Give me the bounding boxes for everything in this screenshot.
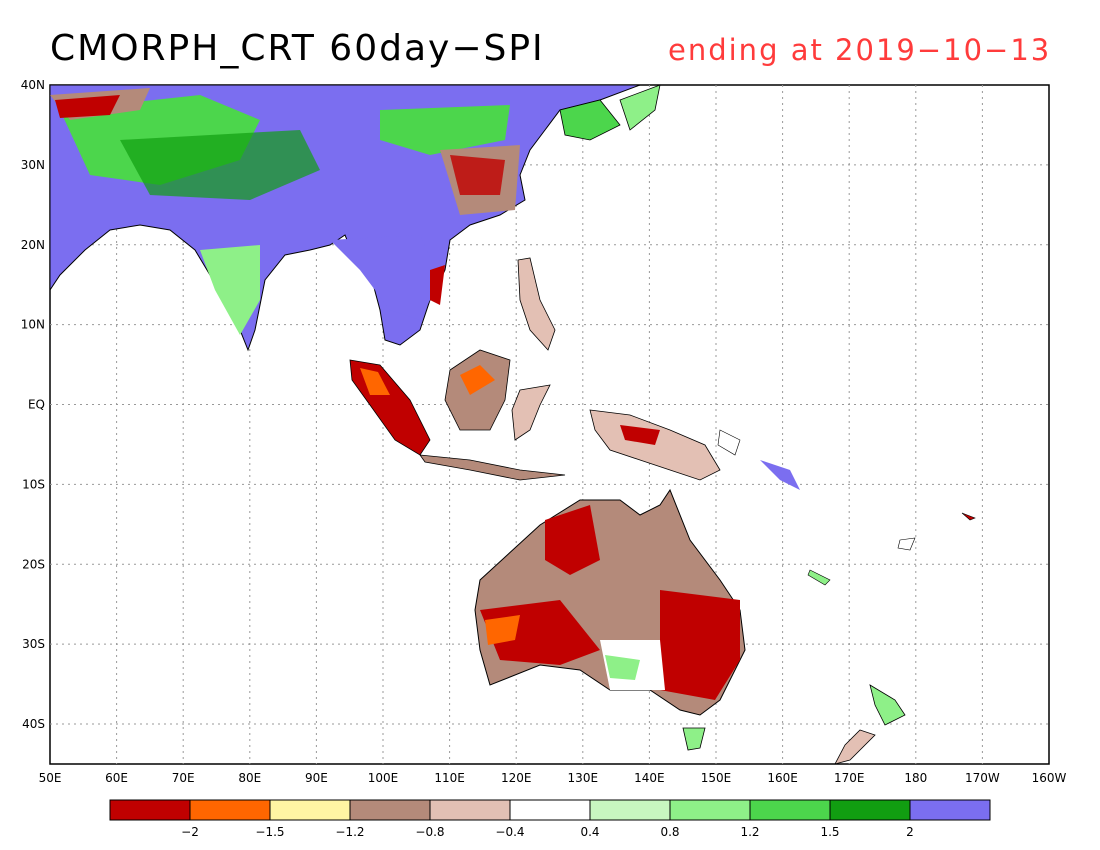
legend-swatch <box>189 799 271 821</box>
lon-tick-label: 110E <box>434 771 465 785</box>
lat-tick-label: 20S <box>22 557 45 571</box>
lon-tick-label: 150E <box>701 771 732 785</box>
legend-swatch <box>109 799 191 821</box>
landmass-asia <box>49 84 641 352</box>
legend-swatch <box>269 799 351 821</box>
map-date: ending at 2019−10−13 <box>668 33 1052 67</box>
legend-label: −0.8 <box>415 825 444 839</box>
legend-swatch <box>749 799 831 821</box>
landmass-new-zealand <box>834 684 906 765</box>
lon-tick-label: 50E <box>39 771 62 785</box>
landmass-sumatra <box>349 359 431 456</box>
lat-tick-label: 40S <box>22 717 45 731</box>
lon-tick-label: 120E <box>501 771 532 785</box>
legend-label: 0.8 <box>660 825 679 839</box>
legend-label: 2 <box>906 825 914 839</box>
lat-tick-label: 10S <box>22 477 45 491</box>
landmass-borneo <box>444 349 511 431</box>
map-title: CMORPH_CRT 60day−SPI <box>50 28 545 69</box>
legend-swatch <box>589 799 671 821</box>
lat-tick-label: EQ <box>28 398 45 412</box>
legend-label: −1.2 <box>335 825 364 839</box>
landmass-new-guinea <box>589 409 721 481</box>
legend: −2 −1.5 −1.2 −0.8 −0.4 0.4 0.8 1.2 1.5 2 <box>109 799 991 839</box>
landmass-sulawesi <box>511 384 551 441</box>
lat-tick-label: 30S <box>22 637 45 651</box>
latitude-labels: 40N 30N 20N 10N EQ 10S 20S 30S 40S <box>21 78 45 731</box>
lon-tick-label: 180 <box>904 771 927 785</box>
lon-tick-label: 60E <box>105 771 128 785</box>
lat-tick-label: 40N <box>21 78 45 92</box>
longitude-labels: 50E 60E 70E 80E 90E 100E 110E 120E 130E 140E 150E 1… <box>39 771 1067 785</box>
lon-tick-label: 130E <box>568 771 599 785</box>
lon-tick-label: 80E <box>238 771 261 785</box>
legend-label: 1.2 <box>740 825 759 839</box>
lat-tick-label: 30N <box>21 158 45 172</box>
landmass-pacific-islands <box>717 429 976 586</box>
lon-tick-label: 170W <box>965 771 1000 785</box>
landmass-australia <box>474 488 746 716</box>
lat-tick-label: 20N <box>21 238 45 252</box>
lat-tick-label: 10N <box>21 318 45 332</box>
lon-tick-label: 100E <box>368 771 399 785</box>
legend-swatch <box>509 799 591 821</box>
legend-label: 0.4 <box>580 825 599 839</box>
legend-swatch <box>909 799 991 821</box>
legend-label: −2 <box>181 825 199 839</box>
lon-tick-label: 160E <box>767 771 798 785</box>
legend-swatch <box>349 799 431 821</box>
legend-swatch <box>829 799 911 821</box>
landmass-philippines <box>517 257 556 351</box>
lon-tick-label: 160W <box>1032 771 1067 785</box>
legend-label: 1.5 <box>820 825 839 839</box>
legend-label: −1.5 <box>255 825 284 839</box>
landmass-japan <box>559 84 661 141</box>
lon-tick-label: 70E <box>172 771 195 785</box>
lon-tick-label: 90E <box>305 771 328 785</box>
legend-swatch <box>669 799 751 821</box>
legend-swatch <box>429 799 511 821</box>
landmass-java <box>419 454 566 481</box>
lon-tick-label: 170E <box>834 771 865 785</box>
landmass-tasmania <box>682 727 706 751</box>
legend-label: −0.4 <box>495 825 524 839</box>
lon-tick-label: 140E <box>634 771 665 785</box>
